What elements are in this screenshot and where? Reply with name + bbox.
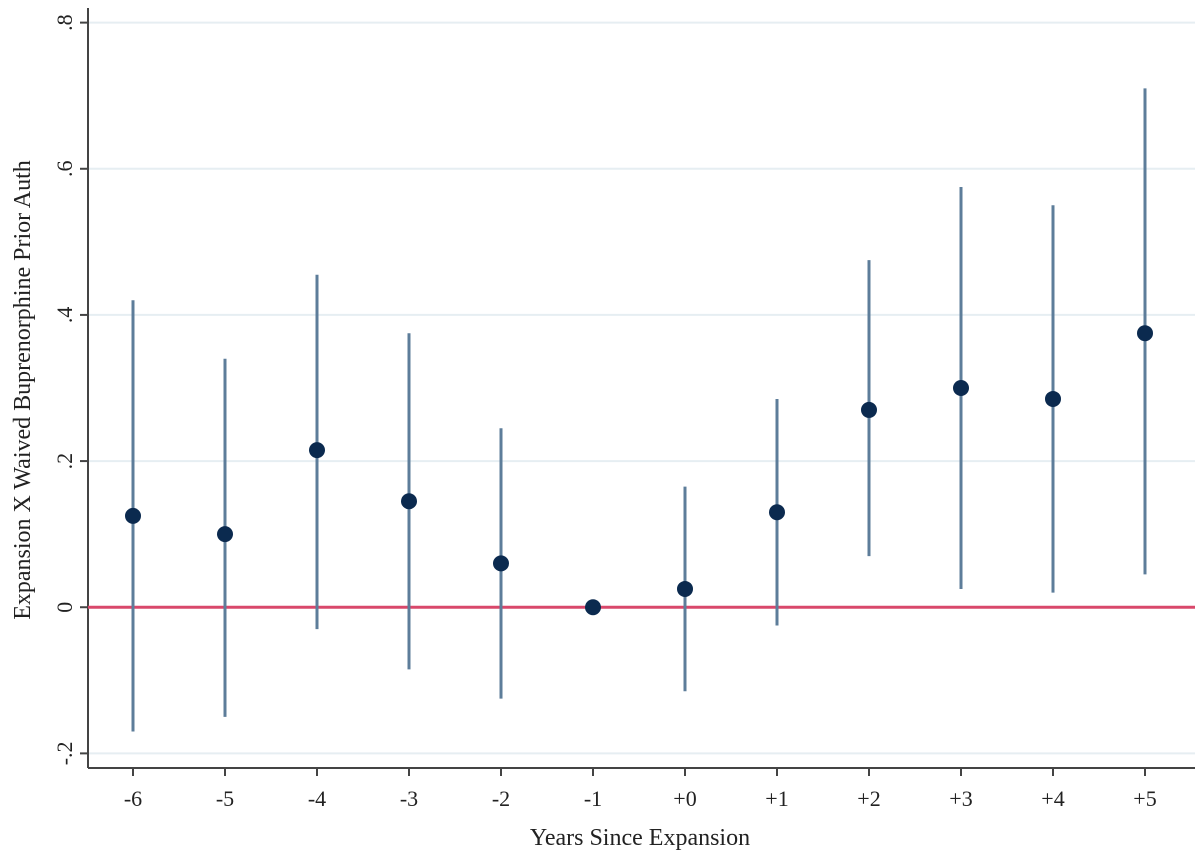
point-estimates [125,325,1153,616]
x-tick-label: -6 [124,786,142,811]
y-tick-label: .2 [52,453,77,470]
y-tick-label: .8 [52,14,77,31]
x-tick-label: +3 [949,786,972,811]
x-tick-label: -5 [216,786,234,811]
x-tick-label: -4 [308,786,326,811]
x-tick-label: -2 [492,786,510,811]
y-tick-label: .4 [52,307,77,324]
point-estimate [217,526,233,543]
y-tick-label: -.2 [52,741,77,765]
x-tick-label: -1 [584,786,602,811]
gridlines [88,21,1195,755]
x-tick-label: +0 [673,786,696,811]
point-estimate [1137,325,1153,342]
x-tick-label: +5 [1133,786,1156,811]
y-axis-title: Expansion X Waived Buprenorphine Prior A… [10,160,36,620]
y-tick-label: .6 [52,161,77,178]
x-tick-label: +2 [857,786,880,811]
point-estimate [585,599,601,616]
point-estimate [309,442,325,459]
y-tick-label: 0 [52,602,77,613]
x-tick-label: -3 [400,786,418,811]
point-estimate [1045,390,1061,407]
point-estimate [861,401,877,418]
point-estimate [953,380,969,396]
x-tick-label: +4 [1041,786,1064,811]
point-estimate [769,504,785,521]
point-estimate [401,493,417,510]
x-axis-title: Years Since Expansion [530,825,750,851]
axes [80,8,1195,776]
tick-labels: -.2 0 .2 .4 .6 .8 -6 -5 -4 -3 -2 -1 +0 +1 +2 +3 +4 +5 [52,14,1157,811]
point-estimate [125,507,141,524]
x-tick-label: +1 [765,786,788,811]
point-estimate [677,580,693,597]
confidence-intervals [131,88,1147,732]
point-estimate [493,555,509,572]
